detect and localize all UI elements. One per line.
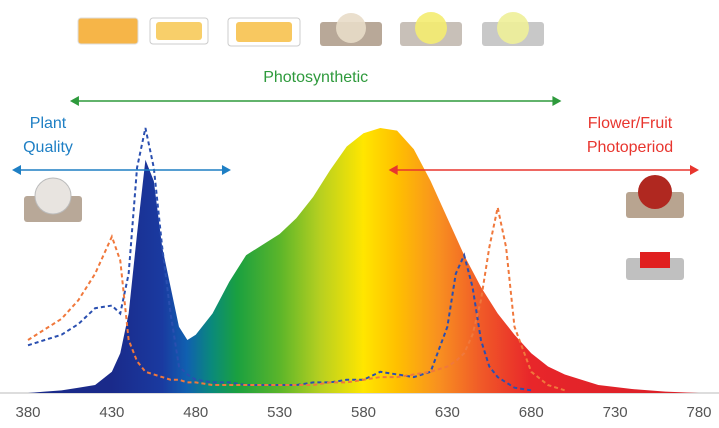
annotation-label: Photoperiod <box>587 139 673 156</box>
annotation: Plant Quality <box>12 115 231 175</box>
arrow-head <box>552 96 561 106</box>
x-tick-label: 730 <box>603 404 628 421</box>
annotation: Photosynthetic <box>70 69 562 106</box>
arrow-head <box>70 96 79 106</box>
x-tick-label: 530 <box>267 404 292 421</box>
annotation-label: Quality <box>23 139 73 156</box>
x-tick-label: 580 <box>351 404 376 421</box>
chart: 380 430 480 530 580 630 680 730 780 Photosyntheti… <box>0 0 719 428</box>
x-tick-label: 780 <box>686 404 711 421</box>
arrow-head <box>12 165 21 175</box>
x-tick-label: 430 <box>99 404 124 421</box>
annotation-label: Flower/Fruit <box>588 115 673 132</box>
x-tick-label: 680 <box>519 404 544 421</box>
annotation-label: Photosynthetic <box>263 69 368 86</box>
x-tick-label: 380 <box>15 404 40 421</box>
annotation: Flower/Fruit Photoperiod <box>389 115 699 175</box>
x-tick-label: 480 <box>183 404 208 421</box>
x-tick-label: 630 <box>435 404 460 421</box>
spectrum-area <box>28 128 699 393</box>
arrow-head <box>690 165 699 175</box>
annotation-label: Plant <box>30 115 67 132</box>
arrow-head <box>222 165 231 175</box>
